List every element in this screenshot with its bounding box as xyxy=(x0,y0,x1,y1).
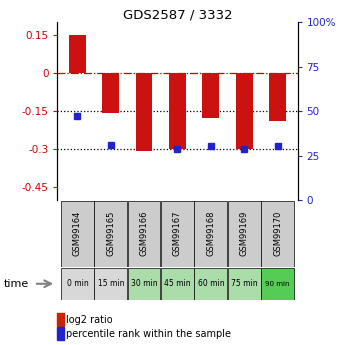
Bar xyxy=(169,73,186,149)
Bar xyxy=(195,201,227,267)
Bar xyxy=(161,268,194,300)
Text: 15 min: 15 min xyxy=(97,279,124,288)
Bar xyxy=(94,268,127,300)
Text: 90 min: 90 min xyxy=(265,281,290,287)
Bar xyxy=(261,201,294,267)
Text: GSM99169: GSM99169 xyxy=(240,211,249,256)
Text: 0 min: 0 min xyxy=(66,279,88,288)
Bar xyxy=(128,201,160,267)
Text: GSM99167: GSM99167 xyxy=(173,211,182,256)
Bar xyxy=(203,73,219,118)
Text: GSM99165: GSM99165 xyxy=(106,211,115,256)
Text: GSM99164: GSM99164 xyxy=(73,211,82,256)
Title: GDS2587 / 3332: GDS2587 / 3332 xyxy=(122,8,232,21)
Bar xyxy=(228,201,261,267)
Text: 45 min: 45 min xyxy=(164,279,191,288)
Text: 60 min: 60 min xyxy=(198,279,224,288)
Bar xyxy=(161,201,194,267)
Text: percentile rank within the sample: percentile rank within the sample xyxy=(66,329,231,338)
Text: GSM99170: GSM99170 xyxy=(273,211,282,256)
Text: time: time xyxy=(3,279,29,289)
Bar xyxy=(61,268,94,300)
Text: GSM99166: GSM99166 xyxy=(140,211,149,256)
Bar xyxy=(61,201,94,267)
Text: 30 min: 30 min xyxy=(131,279,157,288)
Bar xyxy=(136,73,152,151)
Text: log2 ratio: log2 ratio xyxy=(66,315,113,325)
Bar xyxy=(269,73,286,121)
Bar xyxy=(94,201,127,267)
Bar xyxy=(128,268,160,300)
Bar xyxy=(236,73,253,149)
Bar xyxy=(69,35,86,73)
Bar xyxy=(195,268,227,300)
Bar xyxy=(261,268,294,300)
Text: GSM99168: GSM99168 xyxy=(206,211,215,256)
Bar xyxy=(228,268,261,300)
Bar xyxy=(102,73,119,112)
Text: 75 min: 75 min xyxy=(231,279,258,288)
